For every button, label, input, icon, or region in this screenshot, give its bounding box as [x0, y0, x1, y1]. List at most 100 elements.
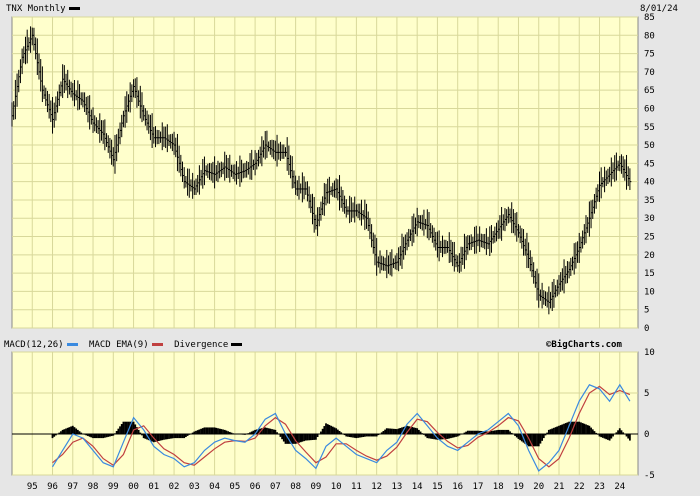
ema-legend-label: MACD EMA(9) [89, 340, 149, 350]
divergence-bar [105, 434, 108, 438]
divergence-bar [546, 432, 549, 434]
divergence-bar [348, 434, 351, 438]
divergence-bar [585, 424, 587, 434]
divergence-bar [490, 430, 493, 434]
divergence-bar [323, 426, 326, 434]
divergence-bar [618, 428, 621, 434]
divergence-bar [124, 421, 127, 434]
macd-legend: MACD(12,26) MACD EMA(9) Divergence [4, 340, 243, 350]
x-tick-label: 17 [473, 482, 484, 492]
x-tick-label: 22 [574, 482, 585, 492]
divergence-bar [144, 434, 147, 439]
divergence-bar [380, 432, 383, 434]
divergence-bar [87, 434, 89, 437]
divergence-bar [125, 421, 128, 434]
divergence-bar [615, 432, 618, 434]
divergence-bar [370, 434, 373, 437]
divergence-bar [416, 428, 419, 434]
divergence-bar [132, 421, 135, 434]
divergence-bar [574, 421, 577, 434]
divergence-bar [139, 432, 142, 434]
x-tick-label: 95 [27, 482, 38, 492]
price-y-tick-label: 35 [644, 196, 655, 206]
divergence-bar [176, 434, 179, 439]
divergence-bar [509, 431, 511, 434]
divergence-bar [365, 434, 368, 437]
divergence-bar [566, 422, 569, 434]
divergence-bar [291, 434, 294, 444]
divergence-bar [168, 434, 170, 439]
divergence-bar [470, 430, 473, 434]
x-tick-label: 20 [533, 482, 544, 492]
x-tick-label: 10 [331, 482, 342, 492]
divergence-bar [495, 430, 498, 434]
divergence-bar [617, 430, 619, 434]
chart-title: TNX Monthly [6, 4, 80, 14]
divergence-bar [369, 434, 371, 437]
divergence-bar [428, 434, 430, 439]
divergence-bar [460, 434, 462, 435]
divergence-bar [100, 434, 103, 439]
divergence-bar [103, 434, 106, 438]
divergence-bar [244, 434, 246, 435]
divergence-bar [217, 428, 219, 434]
price-y-tick-label: 15 [644, 269, 655, 279]
divergence-bar [529, 434, 532, 447]
divergence-bar [61, 429, 64, 434]
divergence-bar [306, 434, 309, 441]
divergence-bar [225, 430, 228, 434]
divergence-bar [151, 434, 154, 442]
divergence-bar [423, 434, 425, 435]
divergence-bar [478, 430, 481, 434]
divergence-bar [63, 429, 66, 434]
divergence-bar [203, 427, 206, 434]
divergence-bar [588, 425, 591, 434]
divergence-bar [384, 429, 387, 434]
divergence-bar [304, 434, 307, 441]
price-y-tick-label: 65 [644, 86, 655, 96]
divergence-bar [544, 434, 547, 436]
divergence-bar [51, 434, 54, 439]
divergence-bar [385, 428, 388, 434]
divergence-bar [374, 434, 376, 437]
divergence-bar [247, 433, 250, 434]
macd-series [12, 383, 638, 472]
divergence-bar [157, 434, 160, 441]
divergence-bar [294, 434, 297, 444]
x-tick-label: 05 [229, 482, 240, 492]
ema-legend-swatch [151, 343, 163, 346]
divergence-bar [448, 434, 451, 439]
divergence-bar [390, 428, 393, 434]
divergence-bar [331, 426, 334, 434]
divergence-bar [161, 434, 164, 441]
price-y-tick-label: 25 [644, 233, 655, 243]
divergence-bar [73, 427, 76, 434]
divergence-bar [264, 427, 267, 434]
price-y-tick-label: 0 [644, 324, 649, 334]
price-panel-bg [11, 16, 639, 329]
divergence-bar [120, 424, 123, 434]
price-y-tick-label: 50 [644, 141, 655, 151]
x-tick-label: 12 [371, 482, 382, 492]
chart-date: 8/01/24 [640, 4, 678, 14]
divergence-bar [517, 434, 520, 439]
x-tick-label: 97 [67, 482, 78, 492]
divergence-bar [559, 425, 562, 434]
divergence-bar [601, 434, 604, 438]
divergence-bar [142, 434, 145, 439]
divergence-bar [117, 428, 120, 434]
divergence-bar [568, 421, 571, 434]
divergence-bar [499, 429, 501, 434]
divergence-bar [85, 434, 88, 436]
x-tick-label: 23 [594, 482, 605, 492]
divergence-bar [130, 421, 133, 434]
x-tick-label: 24 [614, 482, 625, 492]
divergence-bar [286, 434, 289, 444]
divergence-bar [431, 434, 434, 439]
divergence-bar [333, 427, 336, 434]
divergence-bar [330, 425, 332, 434]
x-tick-label: 07 [270, 482, 281, 492]
x-tick-label: 06 [250, 482, 261, 492]
divergence-bar [166, 434, 169, 440]
price-series [11, 26, 632, 315]
